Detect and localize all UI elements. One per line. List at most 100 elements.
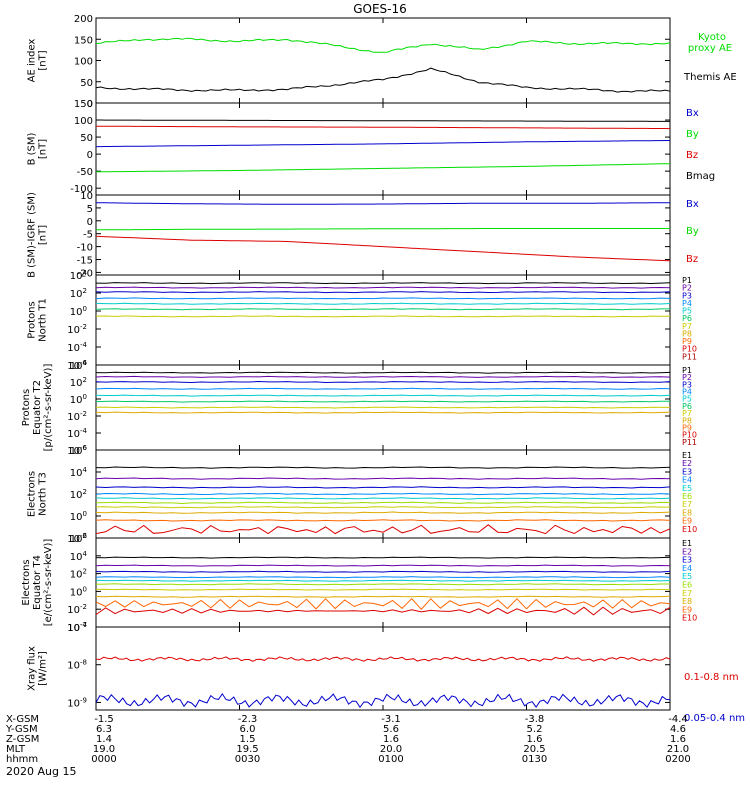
ephem-value: 19.5 bbox=[236, 744, 258, 755]
y-tick-label: -20 bbox=[77, 268, 93, 279]
panel-frame bbox=[95, 102, 671, 196]
legend-p6: P6 bbox=[682, 314, 692, 323]
y-tick-label: 0 bbox=[87, 99, 93, 110]
legend-e9: E9 bbox=[682, 605, 692, 614]
ephem-value: 20.5 bbox=[523, 744, 545, 755]
channel-line-p5 bbox=[95, 394, 671, 397]
legend-proxy-ae: proxy AE bbox=[688, 43, 732, 54]
panel-frame bbox=[95, 626, 671, 711]
legend-p9: P9 bbox=[682, 423, 692, 432]
ephem-value: 1.6 bbox=[670, 734, 686, 745]
legend-e6: E6 bbox=[682, 492, 692, 501]
channel-line-p1 bbox=[95, 371, 671, 374]
legend-p4: P4 bbox=[682, 299, 692, 308]
y-axis-label: Equator T2 bbox=[32, 380, 43, 435]
ephem-value: 20.0 bbox=[380, 744, 402, 755]
y-tick-label: 10-4 bbox=[67, 621, 87, 634]
legend-p8: P8 bbox=[682, 329, 692, 338]
ephem-value: 19.0 bbox=[93, 744, 115, 755]
ephem-value: 1.4 bbox=[96, 734, 112, 745]
channel-line-e1 bbox=[95, 466, 671, 469]
y-tick-label: 100 bbox=[70, 393, 87, 406]
legend-e3: E3 bbox=[682, 467, 692, 476]
y-axis-label: [nT] bbox=[38, 225, 49, 245]
legend-e9: E9 bbox=[682, 517, 692, 526]
channel-line-e1 bbox=[95, 556, 671, 559]
channel-line-p5 bbox=[95, 302, 671, 305]
channel-line-e5 bbox=[95, 579, 671, 582]
y-tick-label: 0 bbox=[87, 150, 93, 161]
legend-e4: E4 bbox=[682, 476, 692, 485]
y-axis-label: [p/(cm²-s-sr-keV)] bbox=[43, 364, 54, 452]
y-tick-label: 100 bbox=[74, 116, 93, 127]
ephem-label: hhmm bbox=[6, 754, 38, 765]
y-axis-label: Electrons bbox=[21, 559, 32, 605]
ephem-value: -4.4 bbox=[668, 714, 688, 725]
legend-p2: P2 bbox=[682, 373, 692, 382]
legend-e3: E3 bbox=[682, 556, 692, 565]
figure-title: GOES-16 bbox=[353, 2, 407, 16]
legend-bx-igrf: Bx bbox=[686, 199, 699, 210]
legend-e10: E10 bbox=[682, 525, 697, 534]
y-axis-label: AE index bbox=[27, 39, 38, 83]
channel-line-e3 bbox=[95, 486, 671, 489]
channel-line-e9 bbox=[95, 519, 671, 522]
legend-p7: P7 bbox=[682, 409, 692, 418]
y-tick-label: 10-2 bbox=[67, 532, 87, 545]
legend-p10: P10 bbox=[682, 345, 697, 354]
legend-e10: E10 bbox=[682, 614, 697, 623]
legend-e2: E2 bbox=[682, 547, 692, 556]
y-tick-label: 10-2 bbox=[67, 410, 87, 423]
legend-themis-ae: Themis AE bbox=[683, 72, 737, 83]
channel-line-e6 bbox=[95, 583, 670, 586]
channel-line-e9 bbox=[95, 597, 671, 610]
channel-line-e10 bbox=[95, 524, 671, 535]
y-tick-label: 5 bbox=[87, 204, 93, 215]
series-line-bmag bbox=[96, 119, 670, 122]
channel-line-p8 bbox=[95, 411, 671, 414]
legend-e5: E5 bbox=[682, 484, 692, 493]
y-tick-label: -15 bbox=[77, 256, 93, 267]
channel-line-p1 bbox=[95, 282, 671, 285]
channel-line-p7 bbox=[95, 315, 670, 318]
y-tick-label: 50 bbox=[80, 78, 93, 89]
ephem-value: 0200 bbox=[665, 754, 690, 765]
legend-p5: P5 bbox=[682, 307, 692, 316]
y-axis-label: North T1 bbox=[38, 298, 49, 342]
channel-line-e5 bbox=[95, 497, 671, 500]
legend-e4: E4 bbox=[682, 564, 692, 573]
y-tick-label: 150 bbox=[74, 35, 93, 46]
series-line-bz bbox=[96, 125, 671, 130]
channel-line-e2 bbox=[95, 477, 671, 480]
date-label: 2020 Aug 15 bbox=[6, 765, 76, 778]
legend-p1: P1 bbox=[682, 276, 692, 285]
channel-line-e6 bbox=[95, 501, 671, 505]
ephem-value: 0000 bbox=[91, 754, 116, 765]
y-tick-label: -5 bbox=[83, 230, 93, 241]
ephem-value: 21.0 bbox=[667, 744, 689, 755]
legend-e8: E8 bbox=[682, 597, 692, 606]
legend-bz-igrf: Bz bbox=[686, 254, 698, 265]
panel-frame bbox=[95, 194, 671, 276]
xray-line-long bbox=[95, 656, 671, 662]
y-axis-label: Protons bbox=[27, 301, 38, 338]
legend-p5: P5 bbox=[682, 395, 692, 404]
y-tick-label: -10 bbox=[77, 243, 93, 254]
legend-e1: E1 bbox=[682, 451, 692, 460]
series-line-bx bbox=[95, 202, 671, 205]
channel-line-p7 bbox=[95, 406, 670, 409]
y-tick-label: 104 bbox=[70, 550, 88, 563]
y-tick-label: 104 bbox=[70, 466, 88, 479]
y-tick-label: 10-9 bbox=[67, 696, 87, 709]
y-axis-label: Electrons bbox=[27, 471, 38, 517]
ephemeris-table: X-GSM -1.5 -2.3 -3.1 -3.8 -4.4 Y-GSM 6.3 6.0 5.6 5… bbox=[5, 714, 691, 765]
legend-bmag: Bmag bbox=[686, 171, 715, 182]
legend-p2: P2 bbox=[682, 284, 692, 293]
channel-line-e7 bbox=[95, 506, 670, 509]
channel-line-p2 bbox=[95, 286, 671, 289]
ephem-value: -3.1 bbox=[381, 714, 401, 725]
y-tick-label: 104 bbox=[70, 359, 88, 372]
legend-p1: P1 bbox=[682, 366, 692, 375]
legend-by-igrf: By bbox=[686, 226, 699, 237]
